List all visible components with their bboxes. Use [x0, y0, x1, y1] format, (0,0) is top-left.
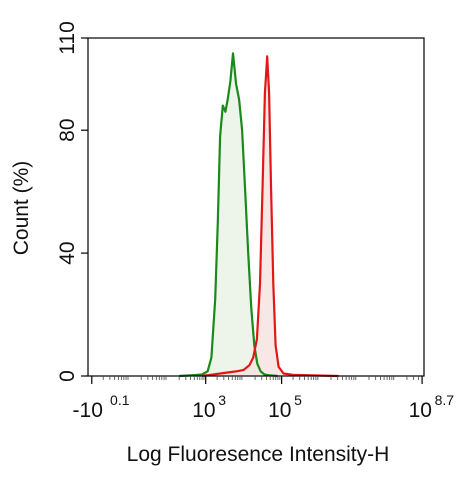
y-tick-label: 80	[56, 119, 79, 142]
y-axis: 0 40 80 110	[56, 21, 88, 382]
series-1-line	[179, 52, 278, 378]
x-tick-label: -10	[73, 399, 103, 422]
series-2-fill	[201, 56, 339, 377]
x-tick-label: 10	[192, 399, 215, 422]
plot-area	[87, 37, 425, 378]
x-axis: -10 0.1 10 3 10 5 10 8.7	[73, 376, 455, 422]
series-1-fill	[179, 53, 278, 377]
series-2-line	[201, 55, 339, 378]
x-tick-exponent: 8.7	[435, 392, 455, 408]
x-tick-exponent: 5	[294, 392, 302, 408]
x-tick-exponent: 3	[218, 392, 226, 408]
x-tick-label: 10	[409, 399, 432, 422]
x-axis-title: Log Fluoresence Intensity-H	[127, 443, 390, 466]
y-tick-label: 110	[56, 21, 79, 54]
x-tick-exponent: 0.1	[110, 392, 130, 408]
plot-frame	[87, 37, 425, 377]
y-tick-label: 40	[56, 241, 79, 264]
x-tick-label: 10	[268, 399, 291, 422]
y-tick-label: 0	[56, 370, 79, 382]
y-axis-title: Count (%)	[10, 161, 33, 256]
